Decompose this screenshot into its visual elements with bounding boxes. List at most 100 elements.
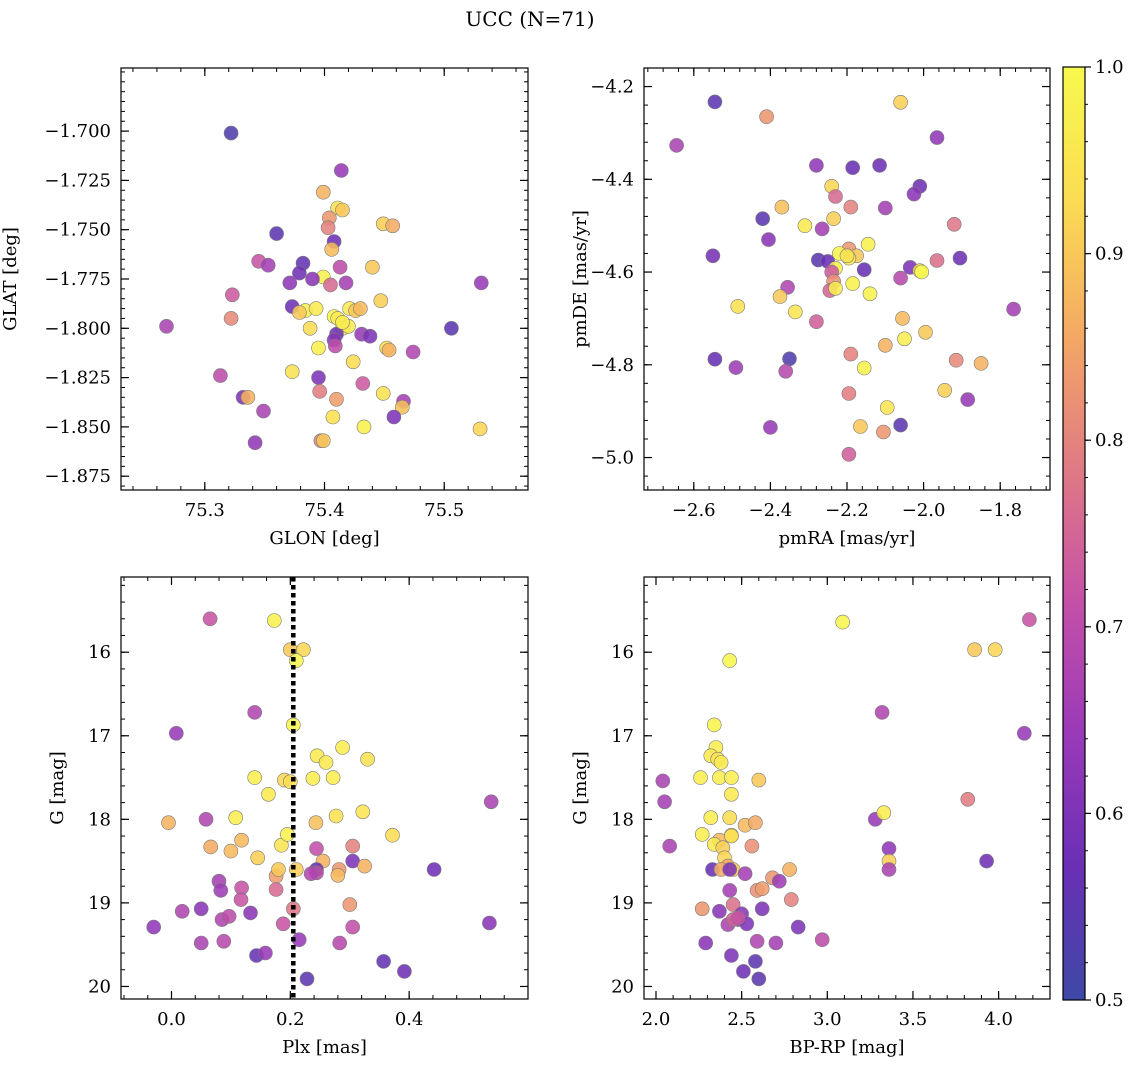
data-point [877, 200, 893, 216]
data-point [320, 220, 336, 235]
data-point [261, 786, 276, 802]
y-tick-label: −4.2 [590, 77, 634, 98]
data-point [223, 125, 239, 141]
data-point [243, 905, 258, 921]
data-point [751, 772, 767, 788]
data-point [782, 862, 797, 877]
data-point [386, 409, 402, 425]
scatter-points [669, 94, 1021, 462]
data-point [292, 265, 307, 281]
data-point [706, 717, 722, 733]
data-point [213, 883, 229, 898]
data-point [333, 163, 349, 178]
colorbar: 0.5 0.6 0.7 0.8 0.9 1.0 [1062, 57, 1124, 1011]
data-point [856, 360, 872, 376]
data-point [937, 382, 953, 398]
data-point [906, 186, 922, 202]
x-axis-label: pmRA [mas/yr] [779, 528, 916, 549]
data-point [385, 827, 400, 843]
y-tick-label: −1.700 [44, 121, 111, 142]
plot-glon-glat: 75.3 75.4 75.5 −1.700 −1.725 −1.750 −1.775 −1.8… [0, 67, 529, 549]
data-point [893, 270, 908, 286]
data-point [376, 954, 391, 969]
x-tick-label: −2.6 [672, 500, 716, 521]
data-point [223, 843, 239, 859]
y-tick-label: 16 [88, 642, 111, 663]
x-tick-label: 0.0 [157, 1009, 186, 1030]
data-point [323, 277, 338, 293]
data-point [914, 264, 930, 280]
data-point [397, 964, 412, 979]
data-point [946, 217, 962, 232]
data-point [311, 370, 326, 385]
data-point [269, 226, 284, 241]
data-point [669, 138, 684, 153]
data-point [881, 862, 897, 877]
data-point [737, 866, 753, 882]
data-point [1022, 612, 1037, 627]
data-point [755, 211, 771, 226]
data-point [728, 360, 744, 375]
data-point [318, 755, 334, 770]
data-point [657, 794, 672, 810]
data-point [1006, 301, 1021, 317]
data-point [221, 908, 237, 924]
data-point [202, 611, 218, 627]
data-point [315, 433, 331, 449]
axes-frame [120, 576, 529, 1000]
data-point [856, 262, 872, 278]
x-tick-label: −2.4 [749, 500, 793, 521]
data-point [979, 853, 994, 869]
data-point [881, 841, 897, 856]
data-point [835, 614, 851, 630]
data-point [335, 202, 350, 218]
data-point [707, 94, 723, 110]
data-point [725, 897, 741, 912]
data-point [853, 419, 868, 434]
data-point [373, 293, 389, 309]
data-point [355, 804, 371, 820]
data-point [724, 828, 739, 844]
data-point [426, 862, 442, 877]
data-point [275, 916, 291, 932]
data-point [330, 867, 346, 883]
data-point [879, 400, 895, 415]
figure-title: UCC (N=71) [465, 7, 594, 31]
x-axis-label: BP-RP [mag] [789, 1037, 904, 1058]
data-point [282, 275, 298, 291]
data-point [973, 356, 989, 371]
data-point [482, 915, 497, 931]
ticks: −2.6 −2.4 −2.2 −2.0 −1.8 −4.2 −4.4 −4.6 −4.8 −5.0 [590, 67, 1050, 521]
data-point [724, 948, 739, 963]
data-point [841, 386, 857, 401]
x-tick-label: 0.2 [276, 1009, 305, 1030]
data-point [952, 250, 968, 266]
scatter-points [159, 125, 489, 451]
data-point [303, 866, 319, 882]
data-point [325, 770, 341, 785]
data-point [828, 189, 843, 204]
data-point [174, 903, 190, 919]
data-point [693, 770, 708, 785]
data-point [722, 883, 738, 898]
data-point [325, 409, 341, 425]
data-point [365, 259, 380, 275]
data-point [308, 301, 324, 316]
data-point [787, 304, 803, 320]
x-tick-label: 2.0 [642, 1009, 671, 1030]
data-point [724, 786, 739, 802]
data-point [655, 773, 671, 789]
data-point [256, 403, 271, 419]
x-tick-label: −1.8 [978, 500, 1022, 521]
data-point [722, 862, 738, 877]
data-point [698, 935, 714, 951]
data-point [754, 881, 770, 897]
data-point [814, 221, 830, 237]
data-point [748, 815, 763, 831]
y-axis-label: G [mag] [570, 751, 591, 824]
data-point [342, 897, 358, 912]
data-point [234, 832, 249, 848]
data-point [324, 242, 340, 257]
x-axis-label: Plx [mas] [282, 1037, 367, 1058]
x-tick-label: −2.2 [825, 500, 869, 521]
